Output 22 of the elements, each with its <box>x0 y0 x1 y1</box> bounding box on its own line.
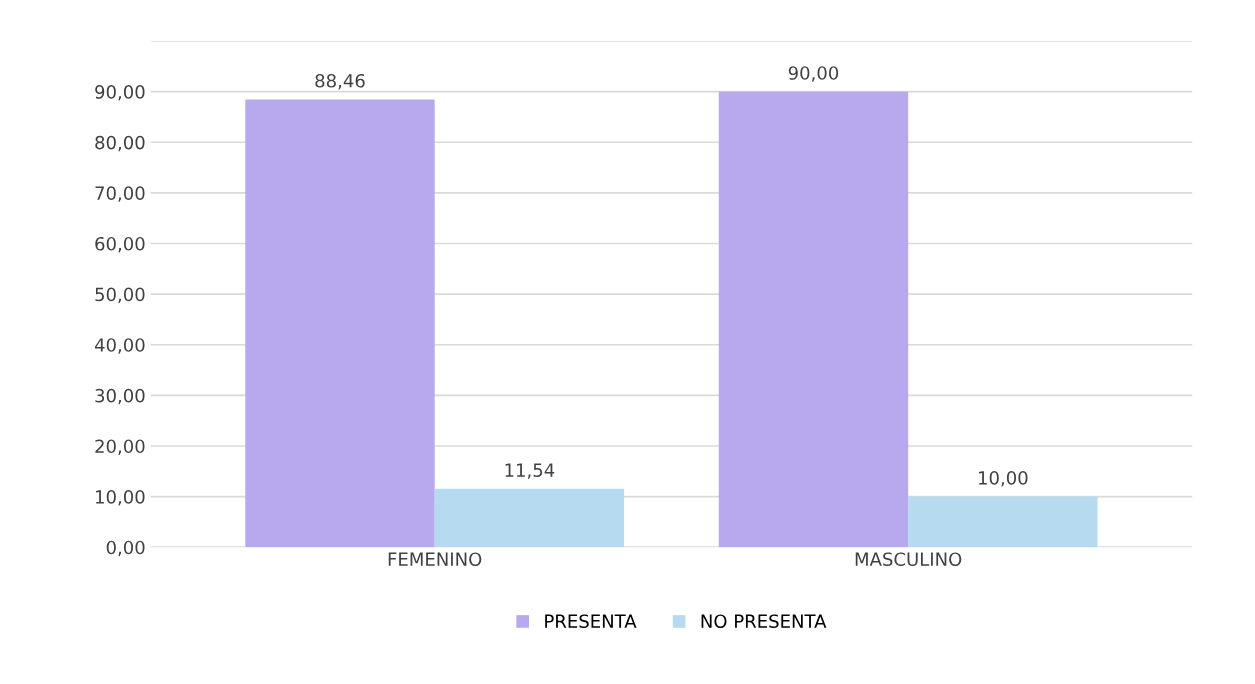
y-tick-label: 20,00 <box>95 439 145 455</box>
y-tick-label: 30,00 <box>95 388 145 405</box>
bar <box>245 99 435 548</box>
data-label: 11,54 <box>505 463 555 479</box>
y-tick-label: 40,00 <box>94 338 145 354</box>
y-tick-label: 50,00 <box>95 287 145 304</box>
x-tick-label: MASCULINO <box>855 552 962 567</box>
y-tick-label: 60,00 <box>95 236 145 253</box>
y-tick-label: 70,00 <box>95 186 145 202</box>
data-label: 10,00 <box>979 471 1028 487</box>
bar <box>718 91 909 548</box>
y-tick-label: 0,00 <box>106 540 145 557</box>
y-tick-label: 90,00 <box>95 85 145 101</box>
data-label: 88,46 <box>315 73 365 90</box>
y-tick-label: 10,00 <box>96 490 145 506</box>
legend-label: PRESENTA <box>545 614 637 629</box>
legend-label: NO PRESENTA <box>701 614 827 629</box>
y-tick-label: 80,00 <box>95 135 145 152</box>
data-label: 90,00 <box>788 66 839 82</box>
bar <box>434 488 625 548</box>
bar <box>908 496 1098 548</box>
x-tick-label: FEMENINO <box>388 552 482 567</box>
